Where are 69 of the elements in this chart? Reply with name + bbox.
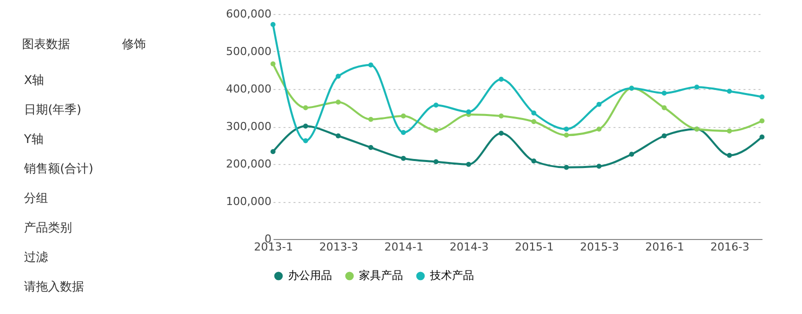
text: 日期(年季) [24,102,82,116]
point [564,164,569,170]
text: 分组 [24,191,48,205]
text: 图表数据 [22,37,70,51]
point [336,100,341,105]
point [531,110,536,116]
text: 销售额(合计) [23,162,94,176]
legend-label: 办公用品 [288,268,332,282]
legend-label: 家具产品 [359,268,403,282]
point [368,145,374,150]
point [760,118,764,124]
point [434,128,438,133]
text: 修饰 [122,37,146,51]
point [336,133,341,138]
point [726,88,732,94]
y-tick-label: 400,000 [226,82,272,96]
x-tick-label: 2015-1 [514,240,554,254]
point [434,102,438,108]
point [662,105,667,110]
point [498,76,504,82]
x-tick-label: 2015-3 [580,240,619,254]
point [760,94,764,100]
x-tick-label: 2016-1 [645,240,684,254]
point [564,132,569,138]
x-tick-label: 2014-1 [384,240,424,254]
text: X轴 [24,73,44,87]
point [270,22,276,27]
point [270,61,276,66]
point [303,124,308,129]
y-tick-label: 100,000 [226,195,272,208]
text: 请拖入数据 [24,280,84,294]
point [400,156,406,161]
point [629,152,634,157]
point [596,164,602,169]
point [694,84,700,90]
point [726,152,732,158]
x-tick-label: 2016-3 [710,240,750,254]
point [498,130,504,136]
point [466,109,472,114]
point [368,116,374,122]
point [336,74,341,79]
point [400,130,406,135]
point [303,138,308,144]
point [400,114,406,118]
point [531,158,536,164]
text: 产品类别 [24,220,72,234]
text: 过滤 [24,250,48,264]
point [531,119,536,124]
point [662,133,667,138]
point [596,102,602,107]
point [760,134,764,140]
point [498,114,504,118]
point [564,126,569,132]
point [434,159,438,164]
point [303,105,308,110]
y-tick-label: 200,000 [226,158,272,170]
legend-label: 技术产品 [429,268,474,282]
text: Y轴 [23,132,44,146]
y-tick-label: 500,000 [226,45,272,58]
y-tick-label: 600,000 [226,8,272,20]
x-tick-label: 2013-3 [319,240,358,254]
point [726,128,732,134]
point [662,90,667,96]
point [270,149,276,154]
x-tick-label: 2014-3 [450,240,489,254]
point [368,62,374,68]
point [596,126,602,132]
y-tick-label: 300,000 [226,120,272,133]
point [466,162,472,167]
